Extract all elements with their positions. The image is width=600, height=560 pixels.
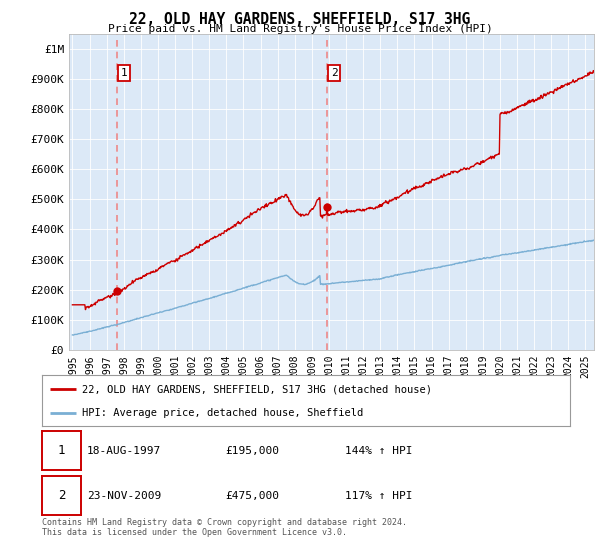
Text: HPI: Average price, detached house, Sheffield: HPI: Average price, detached house, Shef…	[82, 408, 363, 418]
Text: 1: 1	[121, 68, 127, 78]
Text: 22, OLD HAY GARDENS, SHEFFIELD, S17 3HG (detached house): 22, OLD HAY GARDENS, SHEFFIELD, S17 3HG …	[82, 384, 431, 394]
Text: £195,000: £195,000	[225, 446, 279, 456]
Text: 22, OLD HAY GARDENS, SHEFFIELD, S17 3HG: 22, OLD HAY GARDENS, SHEFFIELD, S17 3HG	[130, 12, 470, 27]
Text: 144% ↑ HPI: 144% ↑ HPI	[345, 446, 413, 456]
Text: 2: 2	[58, 489, 65, 502]
Text: £475,000: £475,000	[225, 491, 279, 501]
Text: 18-AUG-1997: 18-AUG-1997	[87, 446, 161, 456]
Text: Contains HM Land Registry data © Crown copyright and database right 2024.
This d: Contains HM Land Registry data © Crown c…	[42, 518, 407, 538]
Text: 1: 1	[58, 444, 65, 458]
Text: 117% ↑ HPI: 117% ↑ HPI	[345, 491, 413, 501]
Text: 2: 2	[331, 68, 337, 78]
Text: Price paid vs. HM Land Registry's House Price Index (HPI): Price paid vs. HM Land Registry's House …	[107, 24, 493, 34]
Text: 23-NOV-2009: 23-NOV-2009	[87, 491, 161, 501]
